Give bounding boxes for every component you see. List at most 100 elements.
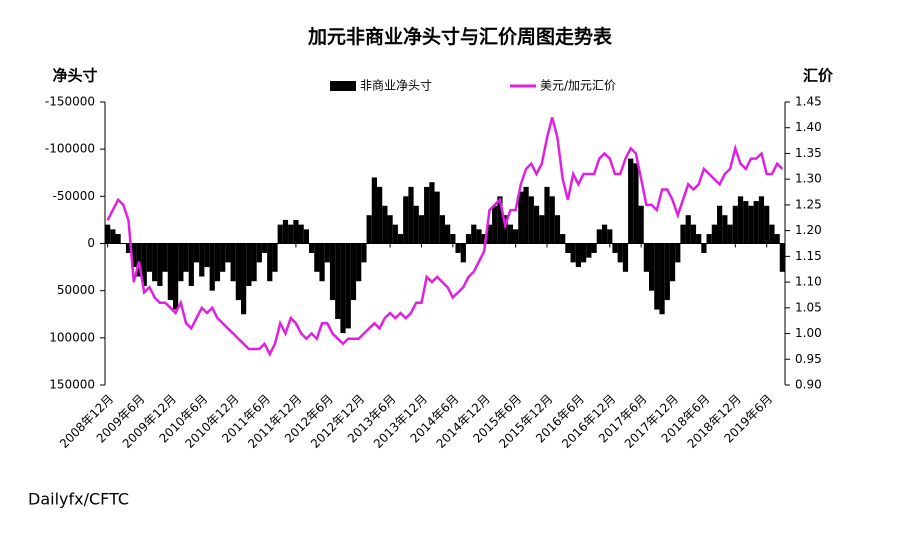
- bar: [513, 229, 519, 244]
- bar: [267, 243, 273, 282]
- bar: [167, 243, 173, 301]
- bar: [737, 196, 744, 244]
- bar: [696, 234, 702, 244]
- bar: [565, 243, 571, 253]
- bar: [764, 205, 770, 244]
- bar: [408, 186, 414, 244]
- bar: [727, 224, 733, 244]
- bar: [361, 243, 367, 263]
- bar: [377, 186, 383, 244]
- y2-tick-label: 1.05: [795, 300, 822, 314]
- bar: [403, 196, 409, 244]
- bar: [146, 243, 153, 272]
- y-tick-label: -50000: [52, 189, 95, 203]
- bar: [324, 243, 330, 263]
- legend-label: 美元/加元汇价: [540, 79, 616, 93]
- chart-title: 加元非商业净头寸与汇价周图走势表: [307, 25, 613, 48]
- bar: [680, 224, 686, 244]
- bar: [779, 243, 785, 272]
- bar: [706, 234, 712, 244]
- bar: [649, 243, 655, 291]
- bar: [481, 234, 487, 244]
- bar: [418, 215, 425, 244]
- bar: [225, 243, 231, 263]
- bar: [413, 205, 419, 244]
- bar: [612, 243, 618, 253]
- bar: [241, 243, 247, 315]
- y2-axis-label: 汇价: [803, 67, 834, 85]
- bar: [314, 243, 320, 272]
- bar: [664, 243, 670, 301]
- bar: [125, 243, 132, 253]
- bar: [120, 243, 126, 244]
- legend-label: 非商业净头寸: [360, 78, 432, 93]
- bar: [397, 234, 404, 244]
- bar: [329, 243, 336, 301]
- bar: [669, 243, 676, 282]
- bar: [560, 234, 566, 244]
- bar: [152, 243, 158, 282]
- bar: [371, 177, 377, 244]
- bar: [392, 224, 398, 244]
- bar: [319, 243, 325, 282]
- bar: [424, 186, 430, 244]
- bar: [743, 201, 749, 244]
- bar: [261, 243, 268, 253]
- y2-tick-label: 1.35: [795, 146, 822, 160]
- bar: [235, 243, 241, 301]
- bar: [366, 215, 372, 244]
- bar: [309, 243, 315, 253]
- bar: [507, 224, 513, 244]
- bar: [303, 229, 309, 244]
- bar: [115, 234, 121, 244]
- y2-tick-label: 1.45: [795, 95, 822, 109]
- bar: [282, 219, 289, 244]
- y-tick-label: 100000: [49, 330, 95, 344]
- bar: [643, 243, 649, 272]
- bar: [157, 243, 163, 286]
- bar: [465, 234, 472, 244]
- bar: [774, 234, 780, 244]
- source: Dailyfx/CFTC: [28, 490, 129, 509]
- y-tick-label: 0: [87, 236, 95, 250]
- bar: [769, 224, 775, 244]
- bar: [675, 243, 681, 263]
- bar: [429, 182, 435, 244]
- bar: [758, 196, 765, 244]
- bar: [345, 243, 351, 329]
- bar: [173, 243, 179, 310]
- bar: [690, 224, 697, 244]
- y2-tick-label: 1.00: [795, 326, 822, 340]
- y2-tick-label: 1.40: [795, 120, 822, 134]
- bar: [356, 243, 362, 282]
- y-tick-label: 50000: [57, 283, 95, 297]
- bar: [528, 196, 534, 244]
- bar: [492, 205, 498, 244]
- bar: [105, 224, 111, 244]
- bar: [350, 243, 357, 301]
- bar: [732, 205, 738, 244]
- bar: [544, 186, 550, 244]
- bar: [633, 163, 639, 244]
- bar: [471, 224, 477, 244]
- bar: [272, 243, 278, 272]
- bar: [214, 243, 221, 282]
- y2-tick-label: 1.15: [795, 249, 822, 263]
- bar: [450, 234, 456, 244]
- bar: [455, 243, 461, 253]
- bar: [382, 205, 388, 244]
- bar: [136, 243, 142, 277]
- bar: [188, 243, 194, 286]
- bar: [711, 224, 717, 244]
- bar: [131, 243, 137, 268]
- y-tick-label: -150000: [45, 95, 95, 109]
- bar: [277, 224, 283, 244]
- bar: [685, 215, 691, 244]
- bar: [288, 224, 294, 244]
- bar: [251, 243, 257, 282]
- bar: [575, 243, 581, 268]
- bar: [220, 243, 226, 272]
- bar: [622, 243, 629, 272]
- bar: [445, 224, 451, 244]
